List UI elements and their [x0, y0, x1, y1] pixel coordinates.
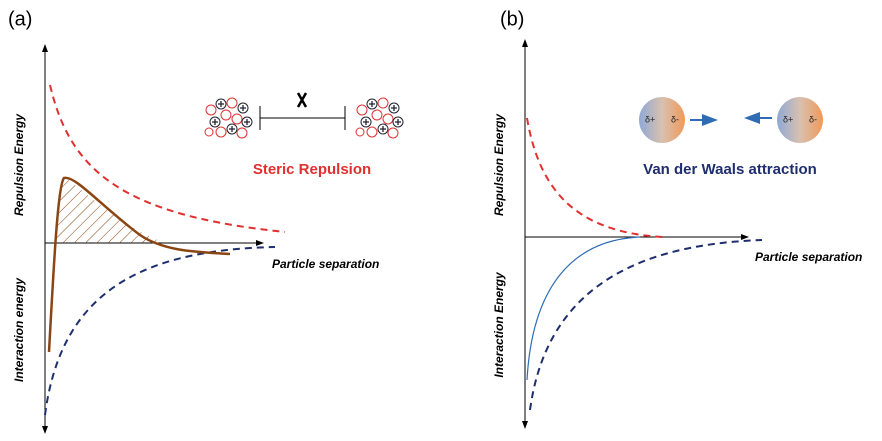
panel-title: Steric Repulsion: [253, 161, 371, 178]
particle-cluster: [356, 98, 403, 138]
cross-mark: [298, 93, 306, 107]
panel-label: (a): [8, 8, 32, 30]
x-label: Particle separation: [755, 250, 862, 264]
particle-cluster: [205, 98, 252, 138]
separation-bar: [260, 106, 345, 130]
x-label: Particle separation: [272, 257, 379, 271]
y-label: Interaction Energy: [492, 271, 506, 378]
dipole-neg: δ-: [809, 114, 817, 124]
y-label: Repulsion Energy: [12, 113, 26, 216]
y-label: Repulsion Energy: [492, 113, 506, 216]
panel-label: (b): [500, 8, 524, 30]
attraction-curve: [45, 247, 275, 415]
y-label: Interaction energy: [12, 277, 26, 382]
dipole-neg: δ-: [671, 114, 679, 124]
attraction-curve: [530, 240, 762, 410]
figure: (a) Particle separation Repulsion Energy…: [0, 0, 882, 436]
dipole-pos: δ+: [645, 114, 655, 124]
panel-title: Van der Waals attraction: [643, 161, 817, 178]
repulsion-curve: [527, 118, 662, 237]
dipole-pos: δ+: [783, 114, 793, 124]
